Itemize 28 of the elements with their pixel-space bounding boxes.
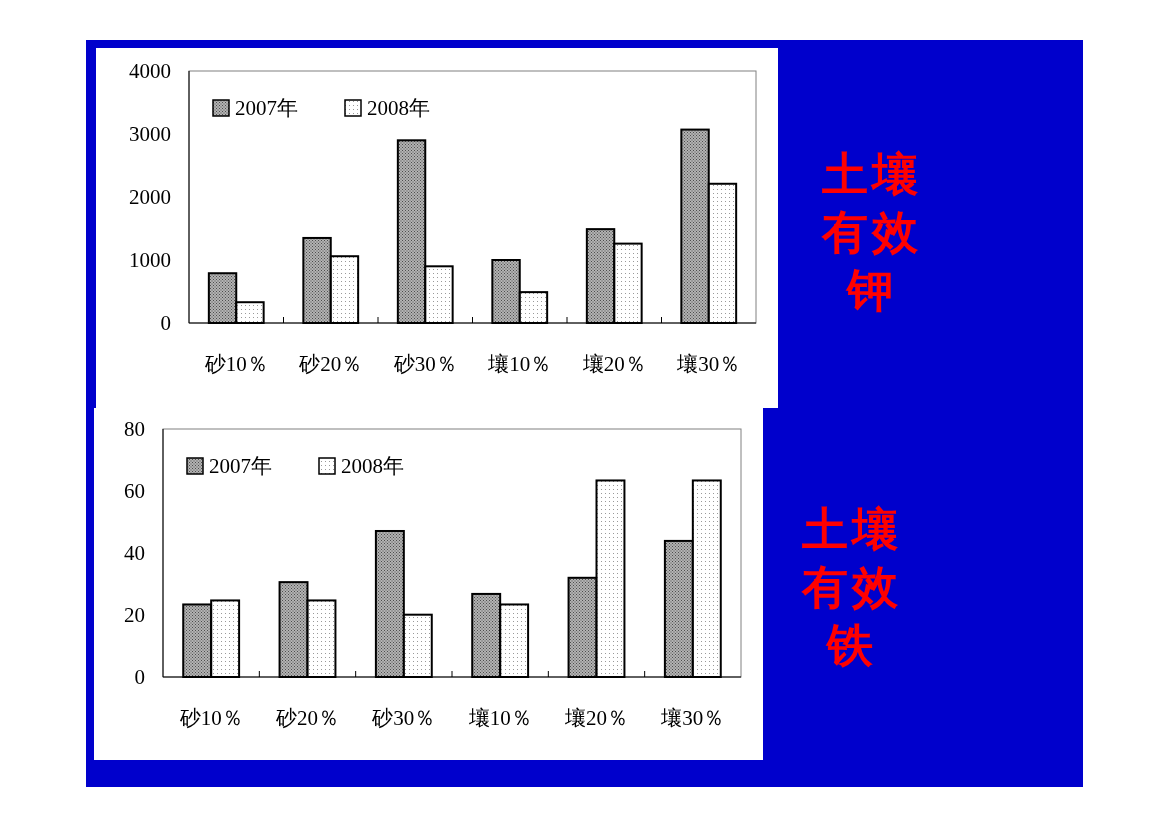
x-tick-label: 砂10％ [178,706,243,730]
x-tick-label: 壤30％ [660,706,725,730]
y-tick-label: 20 [124,603,145,627]
x-tick-label: 砂10％ [203,352,268,376]
legend-label: 2008年 [367,96,430,120]
y-tick-label: 80 [124,417,145,441]
y-tick-label: 0 [160,311,171,335]
x-tick-label: 壤20％ [564,706,628,730]
legend-label: 2007年 [209,454,272,478]
x-tick-label: 砂20％ [298,352,363,376]
x-tick-label: 砂20％ [275,706,339,730]
x-tick-label: 壤10％ [487,352,552,376]
y-tick-label: 2000 [129,185,171,209]
x-tick-label: 壤20％ [581,352,646,376]
y-tick-label: 40 [124,541,145,565]
legend-label: 2007年 [235,96,298,120]
y-tick-label: 60 [124,479,145,503]
y-tick-label: 0 [134,665,145,689]
x-tick-label: 砂30％ [371,706,436,730]
text: 土壤有效钾 [821,149,922,316]
legend-label: 2008年 [341,454,404,478]
y-tick-label: 4000 [129,59,171,83]
text: 土壤有效铁 [801,504,902,671]
x-tick-label: 壤10％ [467,706,532,730]
y-tick-label: 1000 [129,248,171,272]
x-tick-label: 砂30％ [392,352,457,376]
x-tick-label: 壤30％ [676,352,741,376]
y-tick-label: 3000 [129,122,171,146]
